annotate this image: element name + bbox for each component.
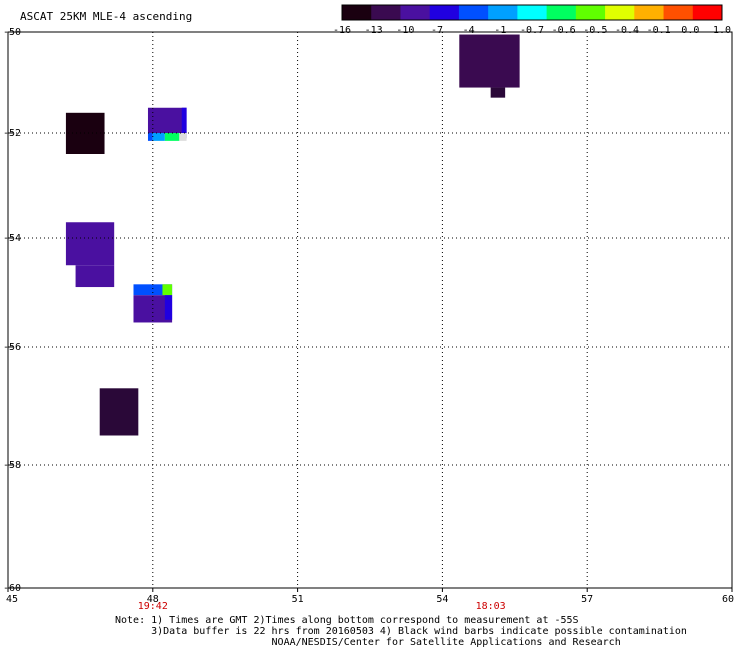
- data-cell: [99, 388, 139, 436]
- time-label: 19:42: [137, 601, 168, 612]
- y-tick-label: -50: [3, 27, 22, 38]
- y-tick-label: -58: [3, 460, 22, 471]
- map-title: ASCAT 25KM MLE-4 ascending: [20, 10, 193, 23]
- colorbar-swatch: [575, 5, 606, 20]
- colorbar-swatch: [400, 5, 431, 20]
- colorbar: [341, 4, 723, 21]
- x-tick-label: 57: [581, 594, 594, 605]
- data-cell: [147, 107, 187, 133]
- data-cell: [490, 87, 506, 98]
- colorbar-swatch: [517, 5, 548, 20]
- note-line-3: NOAA/NESDIS/Center for Satellite Applica…: [115, 637, 621, 648]
- colorbar-tick-label: -0.7: [519, 25, 545, 36]
- colorbar-tick-label: -10: [396, 25, 415, 36]
- data-cell: [162, 284, 173, 296]
- colorbar-swatch: [546, 5, 577, 20]
- data-cell: [65, 112, 105, 154]
- colorbar-tick-label: -1: [494, 25, 507, 36]
- data-cell: [152, 133, 165, 141]
- colorbar-tick-label: -13: [364, 25, 383, 36]
- data-cell: [164, 295, 173, 320]
- y-tick-label: -52: [3, 128, 22, 139]
- data-cell: [179, 133, 187, 141]
- colorbar-tick-label: -0.5: [583, 25, 608, 36]
- time-label: 18:03: [475, 601, 506, 612]
- data-cell: [75, 265, 115, 288]
- y-tick-label: -54: [3, 233, 22, 244]
- colorbar-swatch: [371, 5, 401, 20]
- colorbar-tick-label: -0.4: [614, 25, 640, 36]
- note-line-1: Note: 1) Times are GMT 2)Times along bot…: [115, 615, 579, 626]
- colorbar-tick-label: -4: [462, 25, 475, 36]
- y-tick-label: -56: [3, 342, 22, 353]
- colorbar-tick-label: 0.0: [681, 25, 700, 36]
- data-cell: [459, 34, 520, 88]
- plot-border: [7, 31, 733, 589]
- colorbar-swatch: [342, 5, 372, 20]
- x-tick-label: 51: [291, 594, 304, 605]
- data-cell: [164, 133, 180, 141]
- x-tick-label: 60: [721, 594, 735, 605]
- colorbar-tick-label: 1.0: [712, 25, 732, 36]
- colorbar-swatch: [663, 5, 694, 20]
- note-line-2: 3)Data buffer is 22 hrs from 20160503 4)…: [115, 626, 687, 637]
- colorbar-swatch: [429, 5, 460, 20]
- colorbar-tick-label: -0.1: [646, 25, 671, 36]
- colorbar-swatch: [634, 5, 665, 20]
- plot-frame: [7, 31, 733, 592]
- x-tick-label: 54: [436, 594, 449, 605]
- grid-lines: [8, 32, 732, 588]
- colorbar-swatch: [605, 5, 635, 20]
- data-cell: [65, 222, 115, 266]
- x-tick-label: 48: [146, 594, 159, 605]
- data-cells: [65, 34, 520, 436]
- colorbar-tick-label: -16: [332, 25, 352, 36]
- colorbar-swatch: [488, 5, 518, 20]
- x-tick-label: 45: [5, 594, 19, 605]
- colorbar-tick-label: -7: [430, 25, 444, 36]
- y-tick-label: -60: [3, 583, 22, 594]
- colorbar-tick-label: -0.6: [551, 25, 576, 36]
- colorbar-swatch: [692, 5, 723, 20]
- data-cell: [133, 284, 173, 296]
- data-cell: [181, 107, 187, 139]
- colorbar-swatch: [458, 5, 489, 20]
- data-cell: [147, 133, 153, 141]
- colorbar-border: [341, 4, 723, 21]
